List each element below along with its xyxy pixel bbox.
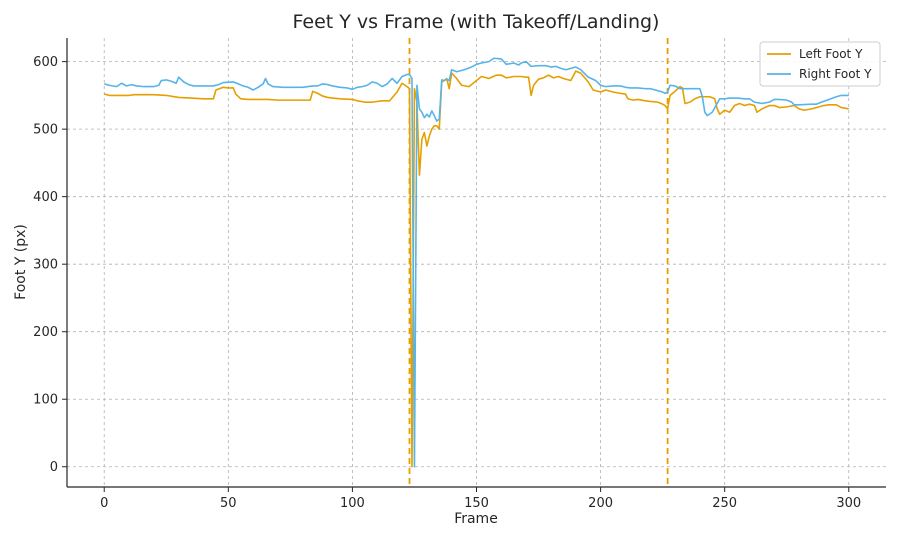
left-foot-line: [104, 70, 849, 468]
x-tick-label: 100: [340, 496, 365, 511]
y-tick-label: 600: [33, 55, 58, 70]
grid: [67, 38, 886, 487]
y-axis-label: Foot Y (px): [13, 224, 29, 300]
x-axis-ticks: 0 50 100 150 200 250 300: [100, 487, 861, 511]
series-lines: [104, 57, 849, 468]
x-tick-label: 300: [836, 496, 861, 511]
event-lines: [408, 38, 669, 487]
x-tick-label: 0: [100, 496, 108, 511]
legend: Left Foot Y Right Foot Y: [759, 41, 881, 87]
y-tick-label: 100: [33, 393, 58, 408]
y-tick-label: 500: [33, 123, 58, 138]
x-tick-label: 250: [712, 496, 737, 511]
x-tick-label: 50: [220, 496, 237, 511]
right-foot-line: [104, 57, 849, 468]
x-tick-label: 150: [464, 496, 489, 511]
y-tick-label: 300: [33, 258, 58, 273]
y-tick-label: 400: [33, 190, 58, 205]
y-tick-label: 0: [50, 460, 58, 475]
x-axis-label: Frame: [454, 511, 498, 527]
legend-label-right-foot: Right Foot Y: [799, 67, 872, 81]
legend-box: [759, 41, 881, 87]
legend-label-left-foot: Left Foot Y: [799, 47, 863, 61]
chart-title: Feet Y vs Frame (with Takeoff/Landing): [293, 11, 660, 33]
y-axis-ticks: 0 100 200 300 400 500 600: [33, 55, 67, 475]
x-tick-label: 200: [588, 496, 613, 511]
y-tick-label: 200: [33, 325, 58, 340]
